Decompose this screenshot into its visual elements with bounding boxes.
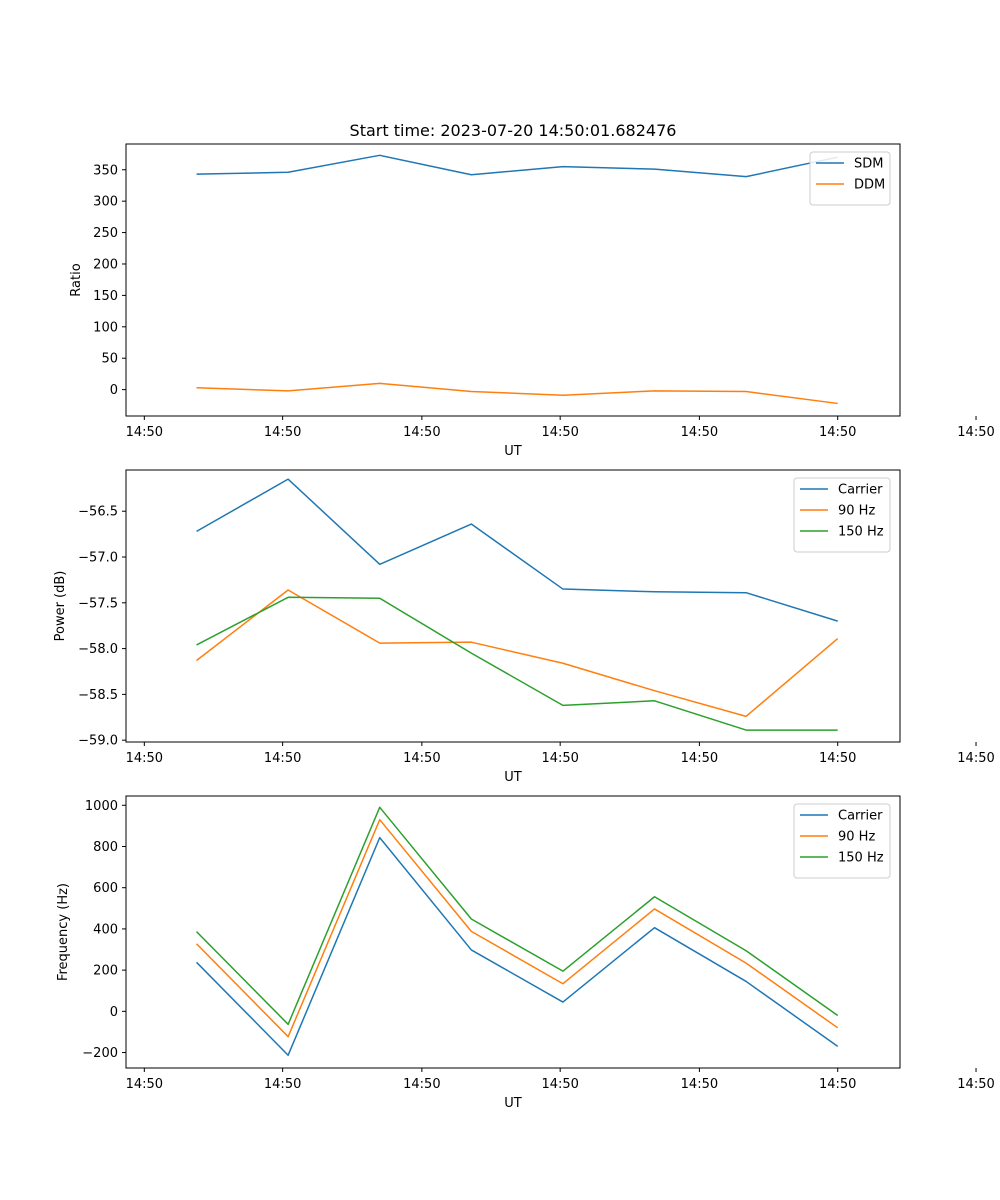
- x-tick-label: 14:50: [681, 751, 718, 766]
- x-tick-label: 14:50: [681, 425, 718, 440]
- x-axis-label: UT: [504, 770, 522, 785]
- series-line-carrier: [196, 478, 838, 622]
- x-tick-label: 14:50: [264, 425, 301, 440]
- axes-frame: [125, 469, 901, 743]
- y-tick-label: −57.5: [78, 596, 118, 611]
- y-axis-label: Power (dB): [53, 571, 68, 642]
- x-tick-label: 14:50: [681, 1077, 718, 1092]
- legend-label: 90 Hz: [838, 830, 875, 845]
- y-axis-label: Frequency (Hz): [56, 883, 71, 981]
- y-tick-label: 200: [93, 257, 118, 272]
- y-tick-label: 600: [93, 881, 118, 896]
- y-tick-label: 350: [93, 163, 118, 178]
- x-tick-label: 14:50: [403, 425, 440, 440]
- y-tick-label: 800: [93, 840, 118, 855]
- legend-label: Carrier: [838, 483, 883, 498]
- legend-label: 150 Hz: [838, 851, 884, 866]
- y-tick-label: −56.5: [78, 505, 118, 520]
- y-tick-label: −57.0: [78, 551, 118, 566]
- series-line-ddm: [196, 382, 838, 405]
- x-tick-label: 14:50: [819, 751, 856, 766]
- y-axis-label: Ratio: [69, 263, 84, 296]
- y-tick-label: 100: [93, 320, 118, 335]
- legend: SDM DDM: [809, 151, 891, 206]
- y-tick-label: 150: [93, 289, 118, 304]
- series-line-carrier: [195, 836, 839, 1056]
- legend: Carrier 90 Hz 150 Hz: [793, 477, 891, 553]
- legend-label: DDM: [854, 178, 885, 193]
- legend-label: SDM: [854, 157, 883, 172]
- x-tick-label: 14:50: [126, 425, 163, 440]
- x-tick-label: 14:50: [126, 751, 163, 766]
- x-tick-label: 14:50: [264, 751, 301, 766]
- y-tick-label: 1000: [85, 799, 118, 814]
- series-line-90-hz: [195, 818, 839, 1038]
- legend: Carrier 90 Hz 150 Hz: [793, 803, 891, 879]
- x-axis-label: UT: [504, 1096, 522, 1111]
- ratio-axes: Start time: 2023-07-20 14:50:01.682476 0 5…: [69, 121, 995, 459]
- y-tick-label: 50: [101, 352, 118, 367]
- legend-box: [793, 803, 891, 879]
- x-tick-label: 14:50: [819, 425, 856, 440]
- x-axis-label: UT: [504, 444, 522, 459]
- legend-label: 150 Hz: [838, 525, 884, 540]
- legend-label: 90 Hz: [838, 504, 875, 519]
- y-tick-label: 250: [93, 226, 118, 241]
- x-tick-label: 14:50: [126, 1077, 163, 1092]
- axes-frame: [125, 795, 901, 1069]
- x-tick-label: 14:50: [957, 751, 994, 766]
- x-tick-label: 14:50: [819, 1077, 856, 1092]
- x-tick-label: 14:50: [264, 1077, 301, 1092]
- legend-box: [793, 477, 891, 553]
- y-tick-label: 300: [93, 195, 118, 210]
- y-tick-label: 0: [110, 1005, 118, 1020]
- series-line-90-hz: [196, 589, 839, 718]
- y-tick-label: −58.0: [78, 642, 118, 657]
- x-tick-label: 14:50: [541, 425, 578, 440]
- y-tick-label: 0: [110, 383, 118, 398]
- figure-title: Start time: 2023-07-20 14:50:01.682476: [350, 121, 677, 140]
- y-tick-label: −58.5: [78, 688, 118, 703]
- frequency-axes: −200 0 200 400 600 800 1000 14:50 14:50 14:50 14:5…: [56, 795, 995, 1111]
- y-tick-label: 400: [93, 922, 118, 937]
- x-tick-label: 14:50: [541, 1077, 578, 1092]
- x-tick-label: 14:50: [541, 751, 578, 766]
- legend-label: Carrier: [838, 809, 883, 824]
- axes-frame: [125, 143, 901, 417]
- x-tick-label: 14:50: [403, 1077, 440, 1092]
- legend-box: [809, 151, 891, 206]
- series-line-150-hz: [196, 596, 838, 731]
- y-tick-label: 200: [93, 964, 118, 979]
- x-tick-label: 14:50: [957, 1077, 994, 1092]
- series-line-150-hz: [195, 806, 839, 1026]
- y-tick-label: −200: [82, 1046, 118, 1061]
- x-tick-label: 14:50: [957, 425, 994, 440]
- series-line-sdm: [196, 154, 838, 178]
- x-tick-label: 14:50: [403, 751, 440, 766]
- y-tick-label: −59.0: [78, 734, 118, 749]
- power-axes: −59.0 −58.5 −58.0 −57.5 −57.0 −56.5 14:50 14:50…: [53, 469, 995, 785]
